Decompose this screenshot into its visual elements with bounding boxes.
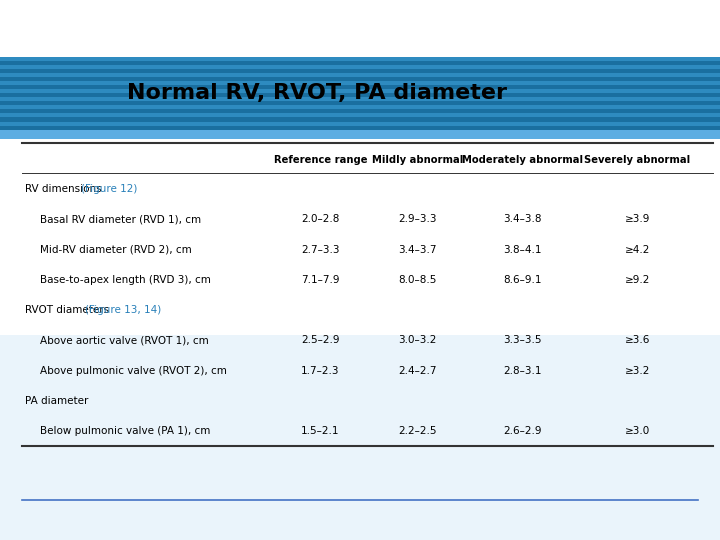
Text: Base-to-apex length (RVD 3), cm: Base-to-apex length (RVD 3), cm <box>40 275 210 285</box>
Text: RV dimensions: RV dimensions <box>25 184 105 194</box>
Text: Above pulmonic valve (RVOT 2), cm: Above pulmonic valve (RVOT 2), cm <box>40 366 227 375</box>
Text: Moderately abnormal: Moderately abnormal <box>462 155 582 165</box>
FancyBboxPatch shape <box>0 105 720 109</box>
FancyBboxPatch shape <box>0 57 720 60</box>
FancyBboxPatch shape <box>0 73 720 77</box>
Text: 2.9–3.3: 2.9–3.3 <box>398 214 437 224</box>
Text: 1.5–2.1: 1.5–2.1 <box>301 426 340 436</box>
Text: ≥4.2: ≥4.2 <box>624 245 650 254</box>
Text: (Figure 13, 14): (Figure 13, 14) <box>85 305 161 315</box>
Text: ≥3.2: ≥3.2 <box>624 366 650 375</box>
Text: 3.3–3.5: 3.3–3.5 <box>503 335 541 345</box>
Text: 2.8–3.1: 2.8–3.1 <box>503 366 541 375</box>
FancyBboxPatch shape <box>0 117 720 122</box>
FancyBboxPatch shape <box>0 335 720 540</box>
Text: 2.7–3.3: 2.7–3.3 <box>301 245 340 254</box>
FancyBboxPatch shape <box>0 130 720 139</box>
Text: Severely abnormal: Severely abnormal <box>584 155 690 165</box>
FancyBboxPatch shape <box>0 122 720 126</box>
FancyBboxPatch shape <box>0 126 720 130</box>
FancyBboxPatch shape <box>0 69 720 73</box>
FancyBboxPatch shape <box>0 109 720 113</box>
FancyBboxPatch shape <box>0 102 720 105</box>
Text: 3.0–3.2: 3.0–3.2 <box>398 335 437 345</box>
FancyBboxPatch shape <box>0 81 720 85</box>
Text: ≥3.6: ≥3.6 <box>624 335 650 345</box>
FancyBboxPatch shape <box>0 89 720 93</box>
Text: ≥9.2: ≥9.2 <box>624 275 650 285</box>
FancyBboxPatch shape <box>0 60 720 65</box>
Text: 2.6–2.9: 2.6–2.9 <box>503 426 541 436</box>
Text: Mid-RV diameter (RVD 2), cm: Mid-RV diameter (RVD 2), cm <box>40 245 192 254</box>
Text: Below pulmonic valve (PA 1), cm: Below pulmonic valve (PA 1), cm <box>40 426 210 436</box>
Text: 3.4–3.7: 3.4–3.7 <box>398 245 437 254</box>
FancyBboxPatch shape <box>0 113 720 117</box>
Text: 2.0–2.8: 2.0–2.8 <box>301 214 340 224</box>
Text: Normal RV, RVOT, PA diameter: Normal RV, RVOT, PA diameter <box>127 83 507 103</box>
FancyBboxPatch shape <box>0 85 720 89</box>
Text: PA diameter: PA diameter <box>25 396 89 406</box>
Text: ≥3.9: ≥3.9 <box>624 214 650 224</box>
Text: 3.8–4.1: 3.8–4.1 <box>503 245 541 254</box>
FancyBboxPatch shape <box>0 65 720 69</box>
Text: (Figure 12): (Figure 12) <box>81 184 137 194</box>
FancyBboxPatch shape <box>0 77 720 81</box>
Text: Basal RV diameter (RVD 1), cm: Basal RV diameter (RVD 1), cm <box>40 214 201 224</box>
Text: Above aortic valve (RVOT 1), cm: Above aortic valve (RVOT 1), cm <box>40 335 208 345</box>
Text: RVOT diameters: RVOT diameters <box>25 305 112 315</box>
Text: 8.0–8.5: 8.0–8.5 <box>398 275 437 285</box>
FancyBboxPatch shape <box>0 93 720 97</box>
FancyBboxPatch shape <box>0 97 720 102</box>
Text: 8.6–9.1: 8.6–9.1 <box>503 275 541 285</box>
Text: Mildly abnormal: Mildly abnormal <box>372 155 463 165</box>
Text: 2.4–2.7: 2.4–2.7 <box>398 366 437 375</box>
Text: 3.4–3.8: 3.4–3.8 <box>503 214 541 224</box>
Text: Reference range: Reference range <box>274 155 367 165</box>
Text: 1.7–2.3: 1.7–2.3 <box>301 366 340 375</box>
Text: 2.2–2.5: 2.2–2.5 <box>398 426 437 436</box>
Text: 2.5–2.9: 2.5–2.9 <box>301 335 340 345</box>
Text: ≥3.0: ≥3.0 <box>624 426 650 436</box>
Text: 7.1–7.9: 7.1–7.9 <box>301 275 340 285</box>
